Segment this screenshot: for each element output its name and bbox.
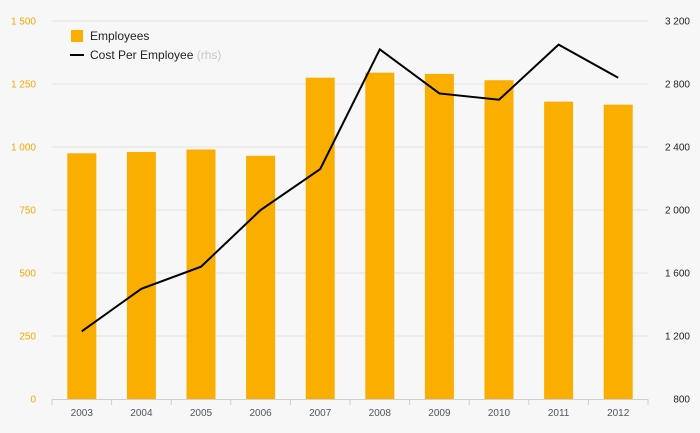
x-tick-label: 2007 (309, 408, 332, 419)
legend-label-employees: Employees (90, 29, 149, 43)
line-series-cost-per-employee (81, 43, 619, 333)
x-tick-label: 2003 (71, 408, 94, 419)
bar-employees (424, 73, 454, 400)
y-left-tick-label: 1 000 (11, 143, 36, 154)
y-left-tick-label: 1 500 (11, 17, 36, 28)
y-left-tick-label: 0 (30, 395, 36, 406)
x-tick-label: 2005 (190, 408, 213, 419)
y-left-tick-label: 250 (19, 332, 36, 343)
bar-series-employees (67, 72, 633, 400)
x-tick-label: 2006 (249, 408, 272, 419)
legend: Employees Cost Per Employee (rhs) (70, 29, 221, 62)
legend-note-rhs: (rhs) (197, 48, 222, 62)
y-right-tick-label: 2 400 (665, 143, 690, 154)
x-tick-label: 2011 (548, 408, 570, 419)
y-left-tick-label: 750 (19, 206, 36, 217)
y-right-tick-label: 800 (673, 395, 690, 406)
y-right-tick-label: 2 800 (665, 80, 690, 91)
x-tick-label: 2009 (428, 408, 451, 419)
x-tick-label: 2004 (130, 408, 153, 419)
bar-employees (365, 72, 395, 399)
bar-employees (186, 149, 216, 399)
bar-employees (484, 80, 514, 399)
legend-label-cost-per-employee-text: Cost Per Employee (90, 48, 197, 62)
x-tick-label: 2010 (488, 408, 511, 419)
bar-employees (67, 153, 97, 399)
axes: 0 250 500 750 1 000 1 250 1 500 800 1 200 1 600 2 … (11, 17, 690, 420)
line-cost-per-employee (81, 43, 619, 333)
bar-employees (126, 152, 156, 399)
x-tick-label: 2012 (607, 408, 630, 419)
legend-swatch-employees (71, 30, 83, 42)
bar-employees (544, 101, 574, 399)
y-right-tick-label: 3 200 (665, 17, 690, 28)
y-right-tick-label: 2 000 (665, 206, 690, 217)
x-tick-label: 2008 (369, 408, 392, 419)
bar-employees (305, 77, 335, 399)
legend-label-cost-per-employee: Cost Per Employee (rhs) (90, 48, 221, 62)
y-left-tick-label: 1 250 (11, 80, 36, 91)
y-left-tick-label: 500 (19, 269, 36, 280)
bar-employees (603, 104, 633, 399)
bar-employees (246, 155, 276, 399)
y-right-tick-label: 1 600 (665, 269, 690, 280)
y-right-tick-label: 1 200 (665, 332, 690, 343)
